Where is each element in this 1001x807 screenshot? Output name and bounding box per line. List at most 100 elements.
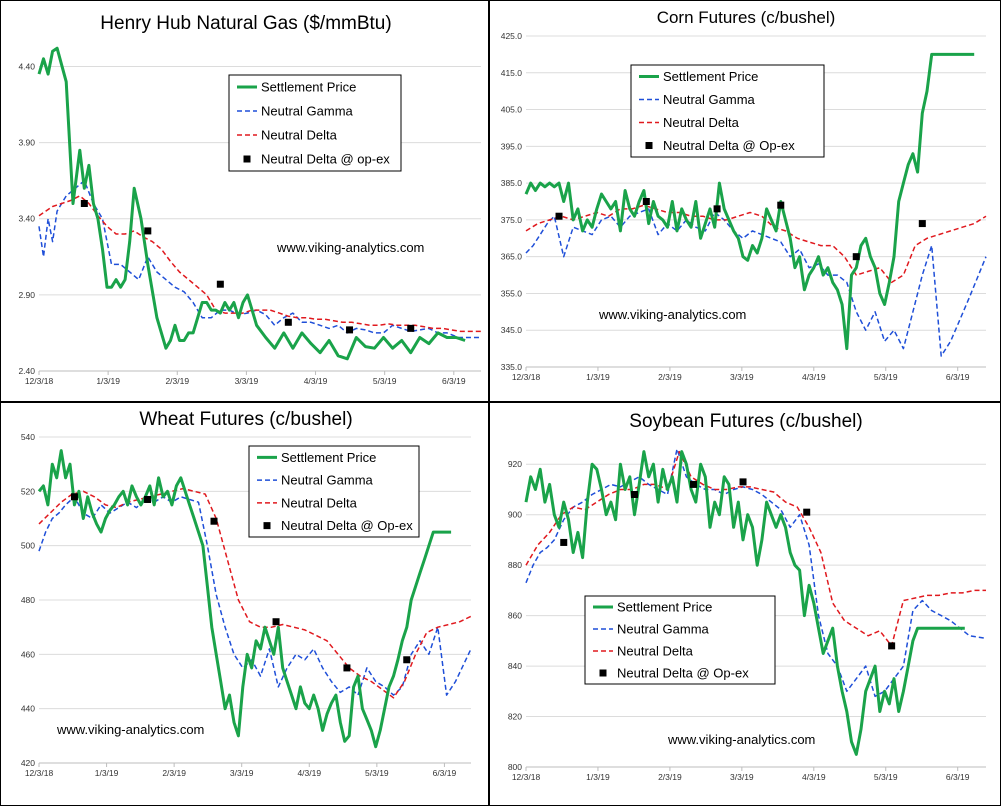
op-ex-marker	[272, 618, 280, 626]
chart-title: Corn Futures (c/bushel)	[657, 8, 836, 27]
op-ex-marker	[343, 664, 351, 672]
chart-panel-wheat: Wheat Futures (c/bushel) 420 440 460 480 500 5…	[0, 402, 489, 806]
chart-legend: Settlement Price Neutral Gamma Neutral Del…	[228, 74, 402, 172]
legend-label: Neutral Delta	[617, 644, 694, 659]
legend-label: Neutral Delta @ Op-ex	[663, 138, 795, 153]
legend-swatch-marker	[263, 522, 271, 530]
legend-box	[248, 445, 420, 538]
x-tick-label: 12/3/18	[25, 768, 54, 778]
y-tick-label: 540	[21, 432, 35, 442]
op-ex-marker	[631, 491, 639, 499]
chart-svg: Corn Futures (c/bushel) 335.0 345.0 355.0 36…	[501, 8, 987, 382]
y-tick-label: 355.0	[501, 288, 523, 298]
op-ex-marker	[739, 478, 747, 486]
x-tick-label: 6/3/19	[442, 376, 466, 386]
legend-box	[630, 64, 825, 158]
y-tick-label: 440	[21, 704, 35, 714]
y-tick-label: 395.0	[501, 141, 523, 151]
x-tick-label: 4/3/19	[304, 376, 328, 386]
x-tick-label: 5/3/19	[365, 768, 389, 778]
x-tick-label: 1/3/19	[586, 372, 610, 382]
y-tick-label: 3.40	[18, 214, 35, 224]
op-ex-marker	[284, 318, 292, 326]
x-tick-label: 3/3/19	[230, 768, 254, 778]
y-tick-label: 385.0	[501, 178, 523, 188]
y-tick-label: 880	[508, 560, 522, 570]
op-ex-marker	[777, 201, 785, 209]
x-tick-label: 5/3/19	[874, 772, 898, 782]
op-ex-marker	[689, 480, 697, 488]
legend-label: Neutral Gamma	[617, 622, 710, 637]
chart-panel-soybean: Soybean Futures (c/bushel) 800 820 840 860 88…	[489, 402, 1001, 806]
op-ex-marker	[210, 517, 218, 525]
op-ex-marker	[403, 656, 411, 664]
y-tick-label: 420	[21, 758, 35, 768]
series-line-neutral-delta	[525, 450, 986, 647]
legend-label: Neutral Delta	[281, 495, 358, 510]
chart-title: Wheat Futures (c/bushel)	[139, 409, 352, 430]
chart-panel-natgas: Henry Hub Natural Gas ($/mmBtu) 2.40 2.90 3…	[0, 0, 489, 402]
y-tick-label: 2.40	[18, 366, 35, 376]
chart-title: Soybean Futures (c/bushel)	[629, 411, 862, 432]
legend-label: Settlement Price	[281, 450, 376, 465]
op-ex-marker	[852, 253, 860, 261]
x-tick-label: 2/3/19	[658, 372, 682, 382]
x-tick-label: 5/3/19	[874, 372, 898, 382]
y-tick-label: 900	[508, 510, 522, 520]
legend-label: Neutral Delta	[663, 115, 740, 130]
x-tick-label: 5/3/19	[373, 376, 397, 386]
op-ex-marker	[642, 198, 650, 205]
x-tick-label: 12/3/18	[512, 372, 541, 382]
chart-legend: Settlement Price Neutral Gamma Neutral Del…	[584, 595, 776, 685]
chart-title: Henry Hub Natural Gas ($/mmBtu)	[100, 13, 391, 34]
legend-label: Neutral Delta	[261, 128, 338, 143]
y-tick-label: 365.0	[501, 252, 523, 262]
legend-label: Neutral Gamma	[261, 104, 354, 119]
legend-label: Neutral Delta @ op-ex	[261, 152, 390, 167]
legend-label: Neutral Delta @ Op-ex	[617, 666, 749, 681]
watermark-text: www.viking-analytics.com	[598, 307, 746, 322]
x-tick-label: 12/3/18	[25, 376, 54, 386]
op-ex-marker	[918, 220, 926, 228]
x-tick-label: 6/3/19	[946, 372, 970, 382]
legend-box	[584, 595, 776, 685]
x-tick-label: 4/3/19	[802, 372, 826, 382]
legend-label: Settlement Price	[261, 80, 356, 95]
series-line-neutral-delta	[525, 204, 987, 284]
x-tick-label: 6/3/19	[433, 768, 457, 778]
y-tick-label: 335.0	[501, 362, 523, 372]
op-ex-marker	[713, 205, 721, 213]
y-tick-label: 460	[21, 649, 35, 659]
chart-panel-corn: Corn Futures (c/bushel) 335.0 345.0 355.0 36…	[489, 0, 1001, 402]
y-tick-label: 920	[508, 459, 522, 469]
x-tick-label: 12/3/18	[512, 772, 541, 782]
chart-legend: Settlement Price Neutral Gamma Neutral Del…	[630, 64, 825, 158]
series-line-settlement-price	[524, 52, 975, 351]
op-ex-marker	[803, 508, 811, 516]
series-line-neutral-delta	[38, 195, 481, 333]
x-tick-label: 1/3/19	[96, 376, 120, 386]
y-tick-label: 345.0	[501, 325, 523, 335]
legend-label: Neutral Gamma	[281, 473, 374, 488]
series-line-settlement-price	[37, 46, 466, 361]
legend-swatch-marker	[599, 669, 607, 677]
y-tick-label: 800	[508, 762, 522, 772]
chart-svg: Henry Hub Natural Gas ($/mmBtu) 2.40 2.90 3…	[18, 13, 481, 386]
x-tick-label: 3/3/19	[730, 372, 754, 382]
op-ex-marker	[144, 227, 152, 235]
chart-svg: Soybean Futures (c/bushel) 800 820 840 860 88…	[508, 411, 987, 782]
x-tick-label: 6/3/19	[946, 772, 970, 782]
y-tick-label: 375.0	[501, 215, 523, 225]
op-ex-marker	[407, 324, 415, 332]
x-tick-label: 1/3/19	[586, 772, 610, 782]
legend-label: Neutral Delta @ Op-ex	[281, 518, 413, 533]
y-tick-label: 405.0	[501, 105, 523, 115]
y-tick-label: 480	[21, 595, 35, 605]
op-ex-marker	[144, 495, 152, 503]
series-line-neutral-gamma	[38, 179, 481, 339]
x-tick-label: 3/3/19	[235, 376, 259, 386]
x-tick-label: 4/3/19	[297, 768, 321, 778]
legend-label: Neutral Gamma	[663, 92, 756, 107]
x-tick-label: 2/3/19	[658, 772, 682, 782]
chart-svg: Wheat Futures (c/bushel) 420 440 460 480 500 5…	[21, 409, 472, 778]
